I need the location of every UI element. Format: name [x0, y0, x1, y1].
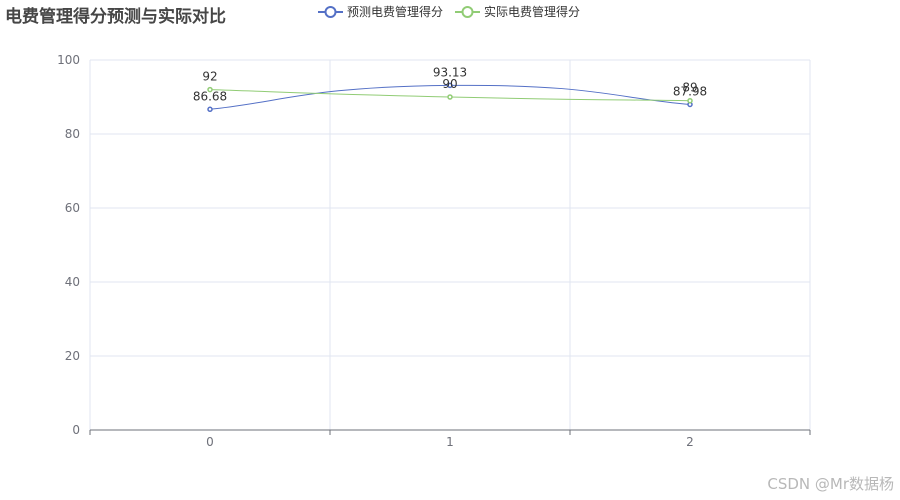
axes: 0 20 40 60 80 100 0 1 2	[57, 53, 811, 449]
x-tick-label: 2	[686, 435, 694, 449]
data-point-0-0	[207, 106, 213, 113]
y-tick-label: 100	[57, 53, 80, 67]
data-label-0-1: 93.13	[433, 65, 467, 79]
legend-item-predicted[interactable]: 预测电费管理得分	[318, 3, 443, 20]
legend: 预测电费管理得分 实际电费管理得分	[318, 3, 580, 20]
legend-label-actual: 实际电费管理得分	[484, 5, 581, 19]
y-tick-label: 0	[72, 423, 80, 437]
x-tick-label: 0	[206, 435, 214, 449]
legend-swatch-actual-icon	[455, 5, 481, 18]
y-tick-label: 20	[65, 349, 80, 363]
data-point-1-1	[447, 94, 453, 100]
data-label-0-0: 86.68	[193, 89, 227, 103]
data-point-1-2	[687, 97, 693, 104]
legend-item-actual[interactable]: 实际电费管理得分	[455, 3, 580, 20]
chart-title: 电费管理得分预测与实际对比	[5, 7, 226, 27]
x-tick-label: 1	[446, 435, 454, 449]
legend-label-predicted: 预测电费管理得分	[347, 5, 444, 19]
watermark: CSDN @Mr数据杨	[767, 475, 894, 493]
data-label-1-0: 92	[202, 70, 217, 84]
data-points	[207, 82, 693, 113]
data-label-0-2: 87.98	[673, 84, 707, 98]
legend-swatch-predicted-icon	[318, 5, 343, 18]
data-label-1-2: 89	[682, 81, 697, 95]
grid-lines	[89, 59, 811, 430]
data-labels: 86.68 93.13 87.98 92 90 89	[193, 65, 707, 103]
data-point-1-0	[207, 86, 213, 93]
data-label-1-1: 90	[442, 77, 457, 91]
y-tick-label: 60	[65, 201, 80, 215]
y-tick-label: 80	[65, 127, 80, 141]
y-tick-label: 40	[65, 275, 80, 289]
data-point-0-1	[447, 82, 453, 89]
